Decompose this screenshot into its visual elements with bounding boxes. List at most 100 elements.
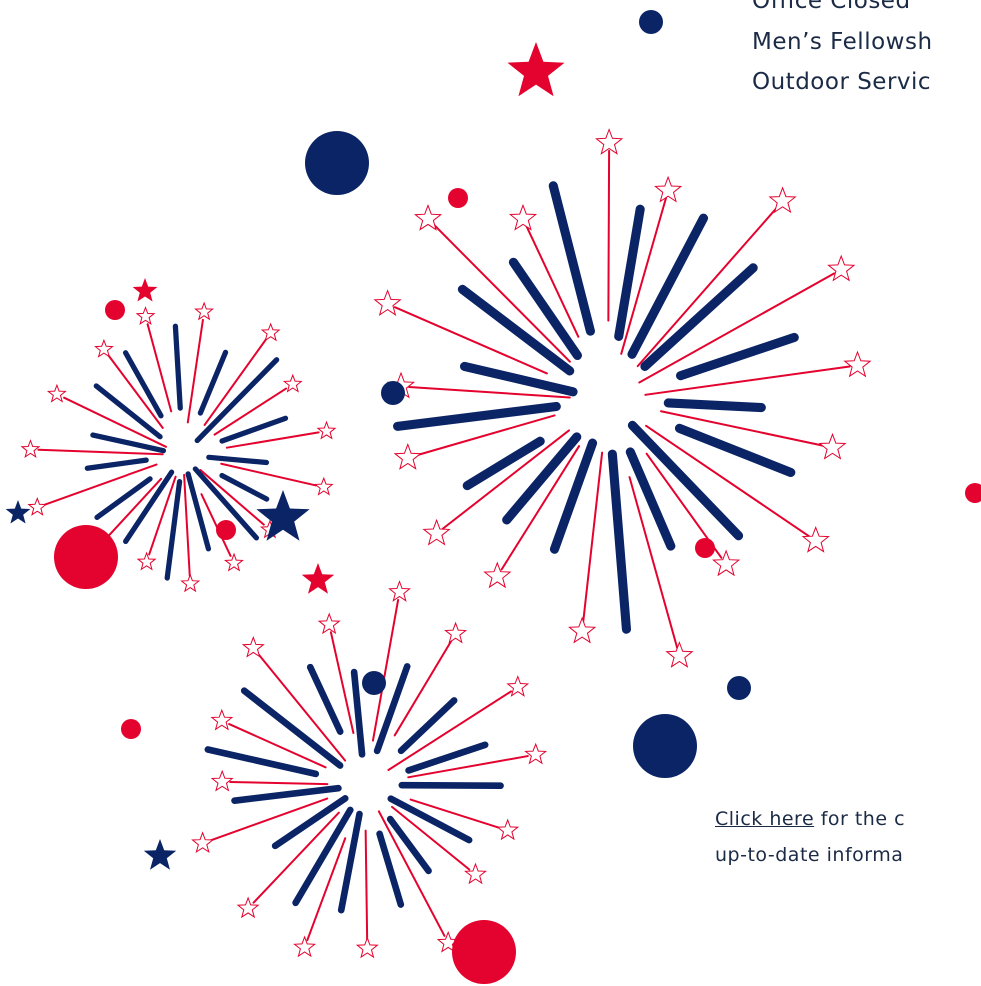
dot — [305, 131, 369, 195]
ray — [354, 672, 362, 754]
ray — [668, 403, 761, 408]
ray — [398, 406, 557, 426]
ray — [465, 366, 574, 391]
page: Office Closed Men’s Fellowsh Outdoor Ser… — [0, 0, 981, 986]
star-outline — [318, 422, 335, 438]
footer-line: Click here for the c — [715, 808, 905, 830]
star-outline — [225, 554, 242, 570]
ray — [467, 441, 540, 485]
dot — [695, 538, 715, 558]
star-outline — [262, 324, 279, 340]
ray — [395, 641, 452, 736]
ray — [638, 207, 778, 366]
ray — [632, 218, 703, 354]
star — [144, 839, 176, 870]
star-outline — [667, 643, 693, 667]
star-outline — [196, 303, 213, 319]
ray — [681, 337, 795, 375]
ray — [402, 785, 501, 786]
ray — [209, 457, 267, 462]
star-outline — [395, 444, 421, 468]
star-outline — [569, 618, 595, 642]
dot — [639, 10, 663, 34]
star-outline — [485, 563, 511, 587]
ray — [222, 418, 285, 441]
dot — [54, 525, 118, 589]
star-outline — [465, 864, 485, 883]
dot — [216, 520, 236, 540]
ray — [380, 834, 401, 905]
link[interactable]: Click here — [715, 808, 814, 830]
star-outline — [295, 937, 315, 956]
star — [508, 42, 565, 96]
star-outline — [829, 256, 855, 280]
star-outline — [803, 527, 829, 551]
ray — [208, 750, 316, 774]
ray — [513, 262, 577, 355]
star-outline — [22, 441, 39, 457]
star — [302, 563, 334, 594]
ray — [93, 435, 164, 451]
ray — [188, 474, 208, 549]
dot — [452, 920, 516, 984]
fireworks — [0, 0, 981, 986]
star-outline — [526, 744, 546, 763]
ray — [619, 209, 640, 336]
notice: Men’s Fellowsh — [752, 29, 933, 55]
ray — [235, 788, 339, 800]
dot — [362, 671, 386, 695]
dot — [381, 381, 405, 405]
ray — [230, 782, 327, 784]
star-outline — [137, 308, 154, 324]
dot — [448, 188, 468, 208]
ray — [645, 268, 753, 367]
ray — [38, 450, 162, 454]
star-outline — [315, 478, 332, 494]
ray — [366, 831, 368, 941]
star-outline — [498, 820, 518, 839]
star-outline — [212, 771, 232, 790]
star-outline — [48, 385, 65, 401]
dot — [633, 714, 697, 778]
ray — [175, 326, 180, 408]
star-outline — [357, 938, 377, 957]
ray — [341, 814, 359, 910]
star — [133, 278, 158, 302]
ray — [462, 289, 569, 371]
dot — [105, 300, 125, 320]
star-outline — [655, 177, 681, 201]
star-outline — [243, 637, 263, 656]
ray — [434, 224, 570, 361]
notice: Office Closed — [752, 0, 911, 14]
ray — [583, 453, 602, 624]
star-outline — [713, 551, 738, 575]
dot — [727, 676, 751, 700]
ray — [401, 700, 454, 750]
star-outline — [29, 498, 46, 514]
footer-line: up-to-date informa — [715, 844, 903, 866]
star-outline — [446, 623, 466, 642]
ray — [200, 352, 225, 413]
star — [6, 500, 31, 524]
star-outline — [95, 340, 112, 356]
star-outline — [138, 553, 155, 569]
star-outline — [510, 205, 535, 229]
ray — [612, 454, 626, 629]
ray — [608, 151, 609, 321]
star-outline — [770, 188, 796, 212]
star-outline — [845, 352, 871, 376]
star-outline — [193, 833, 213, 852]
star-outline — [375, 291, 401, 315]
dot — [965, 483, 981, 503]
star-outline — [182, 575, 199, 591]
ray — [184, 475, 190, 576]
dot — [121, 719, 141, 739]
ray — [553, 186, 590, 331]
star-outline — [212, 710, 232, 729]
ray — [645, 366, 849, 394]
ray — [87, 460, 146, 468]
star-outline — [820, 434, 845, 458]
star-outline — [390, 582, 410, 601]
footer-text: for the c — [821, 808, 905, 830]
star-outline — [415, 205, 441, 229]
